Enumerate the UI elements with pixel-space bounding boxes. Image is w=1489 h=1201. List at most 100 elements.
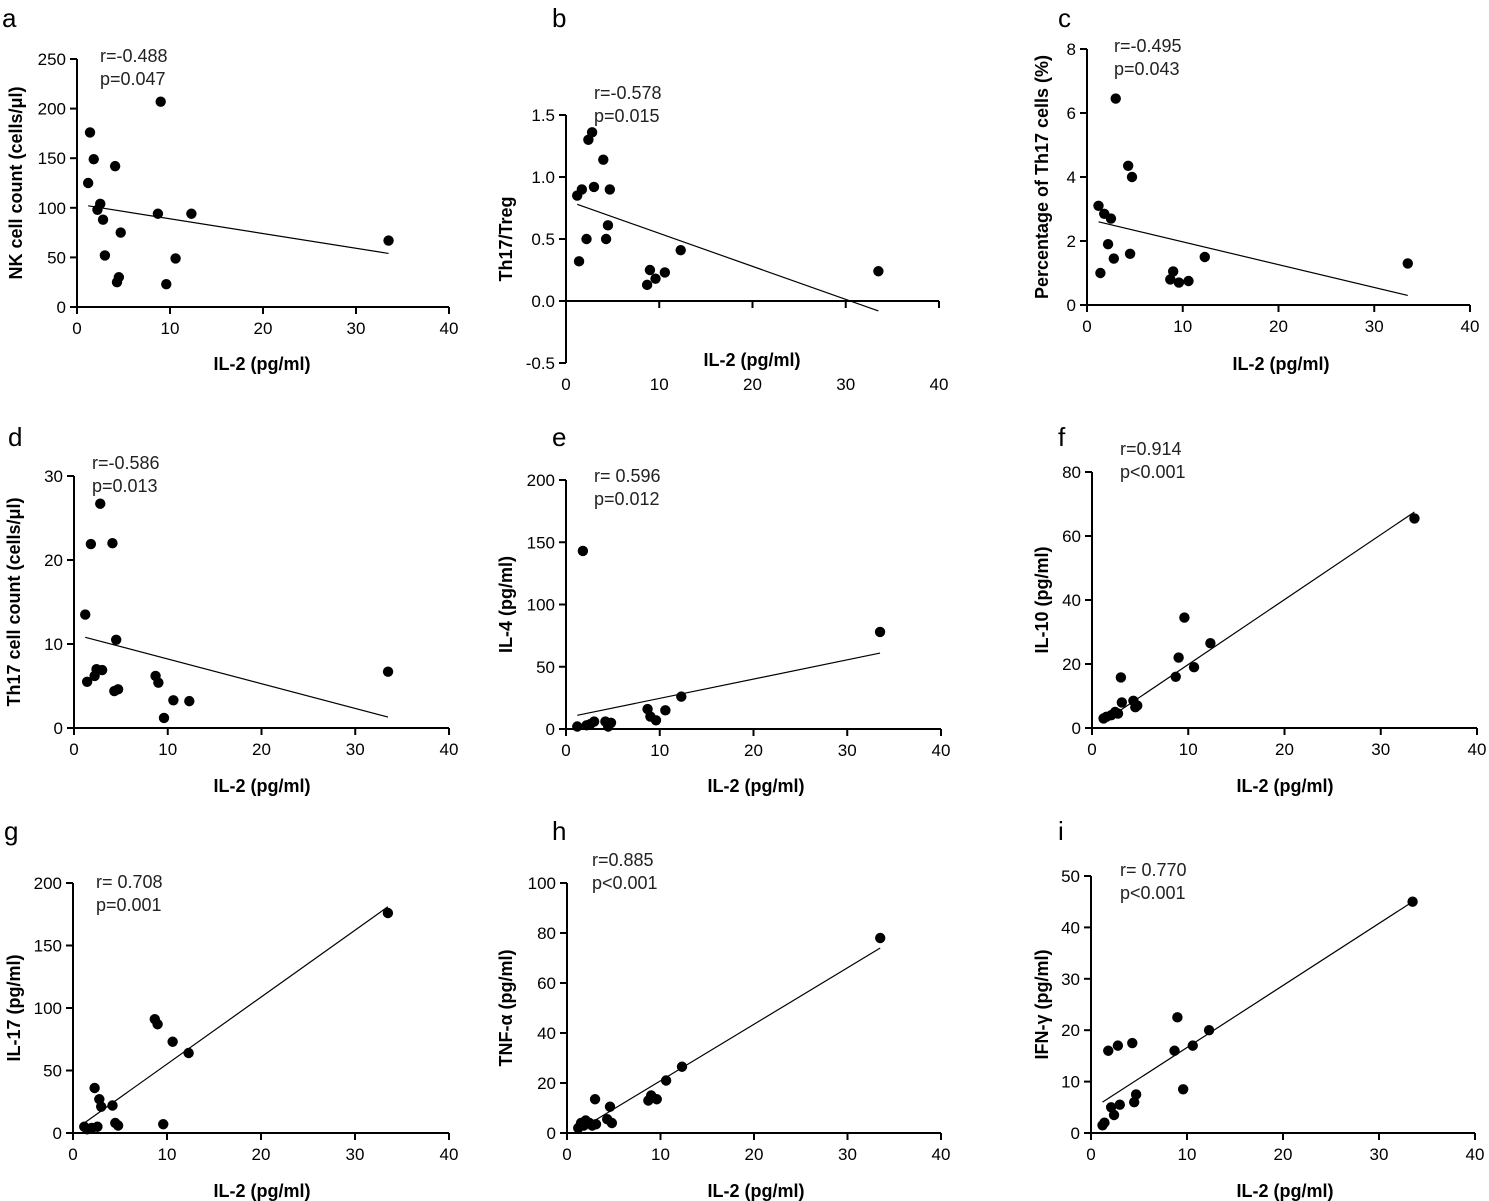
x-tick-label: 20	[254, 319, 273, 338]
x-tick-label: 20	[1275, 740, 1294, 759]
data-point	[382, 907, 394, 919]
data-point	[1126, 171, 1138, 183]
x-tick-label: 20	[745, 1145, 764, 1164]
x-tick-label: 30	[838, 741, 857, 760]
panel-letter: i	[1058, 816, 1064, 846]
p-value: p=0.047	[100, 69, 166, 89]
data-point	[1199, 251, 1210, 263]
data-point	[1165, 274, 1176, 285]
y-tick-label: 0	[57, 298, 66, 317]
data-point	[573, 256, 585, 267]
y-tick-label: 200	[527, 471, 555, 490]
y-tick-label: 80	[537, 924, 556, 943]
data-point	[1102, 239, 1114, 250]
y-tick-label: 0	[547, 1124, 556, 1143]
correlation-r: r= 0.596	[594, 466, 661, 486]
data-point	[644, 264, 656, 276]
panel-i: i 0 10 20 30 40 0 10 20 30 40 50 IL-2 (pg/ml) IFN-γ (…	[1032, 816, 1484, 1201]
x-tick-label: 10	[1173, 317, 1192, 336]
correlation-r: r=-0.495	[1114, 36, 1182, 56]
data-point	[95, 498, 106, 509]
x-tick-label: 0	[1087, 740, 1096, 759]
correlation-r: r= 0.770	[1120, 860, 1187, 880]
x-tick-label: 0	[562, 1145, 571, 1164]
panel-letter: e	[552, 422, 566, 452]
p-value: p<0.001	[1120, 462, 1186, 482]
data-point	[1110, 93, 1121, 104]
y-tick-label: 50	[43, 1062, 62, 1081]
data-point	[96, 1101, 107, 1112]
x-tick-label: 10	[161, 319, 180, 338]
data-point	[1108, 253, 1120, 264]
y-tick-label: 0	[546, 720, 555, 739]
data-point	[115, 227, 126, 238]
data-point	[1173, 652, 1184, 663]
data-point	[1093, 200, 1104, 211]
x-tick-label: 0	[72, 319, 81, 338]
data-point	[605, 717, 617, 728]
regression-line	[83, 906, 389, 1124]
y-tick-label: 8	[1067, 40, 1076, 59]
y-tick-label: 0.5	[531, 230, 555, 249]
data-point	[112, 684, 124, 695]
x-tick-label: 40	[1461, 317, 1480, 336]
y-tick-label: 0	[1071, 1124, 1080, 1143]
p-value: p=0.012	[594, 489, 660, 509]
data-point	[382, 666, 394, 677]
data-point	[1205, 638, 1216, 649]
data-point	[604, 184, 616, 195]
x-axis-label: IL-2 (pg/ml)	[1233, 354, 1330, 374]
data-point	[1179, 612, 1190, 623]
data-point	[660, 1075, 672, 1086]
data-point	[1105, 213, 1117, 224]
x-tick-label: 40	[440, 1145, 459, 1164]
y-tick-label: -0.5	[526, 354, 555, 373]
x-tick-label: 10	[158, 1145, 177, 1164]
data-point	[606, 1117, 618, 1129]
x-tick-label: 0	[561, 741, 570, 760]
x-tick-label: 20	[1274, 1145, 1293, 1164]
x-axis-label: IL-2 (pg/ml)	[1237, 776, 1334, 796]
data-point	[1172, 1012, 1183, 1023]
x-tick-label: 20	[252, 1145, 271, 1164]
data-point	[659, 267, 671, 278]
data-point	[1132, 700, 1143, 711]
data-point	[183, 1047, 194, 1059]
x-tick-label: 0	[1082, 317, 1091, 336]
p-value: p<0.001	[1120, 883, 1186, 903]
y-axis-label: NK cell count (cells/μl)	[6, 86, 26, 279]
p-value: p=0.043	[1114, 59, 1180, 79]
data-point	[80, 609, 91, 620]
data-point	[167, 1036, 178, 1047]
panel-letter: g	[4, 816, 18, 846]
data-point	[1130, 1089, 1142, 1100]
data-point	[1112, 1040, 1124, 1051]
x-tick-label: 10	[650, 741, 669, 760]
y-tick-label: 1.0	[531, 168, 555, 187]
y-tick-label: 40	[1062, 591, 1081, 610]
regression-line	[576, 203, 879, 312]
y-tick-label: 0.0	[531, 292, 555, 311]
data-point	[650, 273, 661, 284]
x-tick-label: 20	[252, 740, 271, 759]
data-point	[170, 253, 181, 264]
x-tick-label: 30	[346, 740, 365, 759]
data-point	[153, 677, 164, 688]
data-point	[577, 545, 589, 557]
data-point	[1407, 896, 1418, 907]
y-tick-label: 150	[527, 533, 555, 552]
y-tick-label: 6	[1067, 104, 1076, 123]
y-tick-label: 0	[53, 1124, 62, 1143]
data-point	[1099, 1117, 1110, 1128]
correlation-r: r=-0.578	[594, 83, 662, 103]
data-point	[113, 272, 125, 283]
x-axis-label: IL-2 (pg/ml)	[214, 776, 311, 796]
x-axis-label: IL-2 (pg/ml)	[704, 350, 801, 370]
data-point	[155, 96, 166, 107]
y-axis-label: IL-4 (pg/ml)	[496, 556, 516, 653]
data-point	[1402, 258, 1413, 269]
data-point	[589, 1094, 601, 1105]
data-point	[1167, 266, 1179, 277]
data-point	[95, 198, 106, 210]
data-point	[88, 153, 99, 165]
